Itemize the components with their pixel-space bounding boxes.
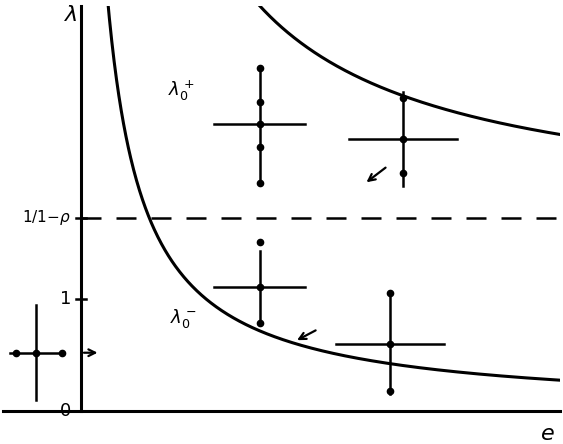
Text: $\lambda_0^-$: $\lambda_0^-$ — [170, 307, 196, 330]
Text: $\lambda_0^+$: $\lambda_0^+$ — [168, 79, 195, 103]
Text: $1/1{-}\rho$: $1/1{-}\rho$ — [22, 208, 71, 227]
Text: $1$: $1$ — [59, 290, 71, 308]
Text: $e$: $e$ — [540, 423, 555, 444]
Text: $0$: $0$ — [59, 402, 71, 420]
Text: $\lambda$: $\lambda$ — [64, 4, 78, 26]
